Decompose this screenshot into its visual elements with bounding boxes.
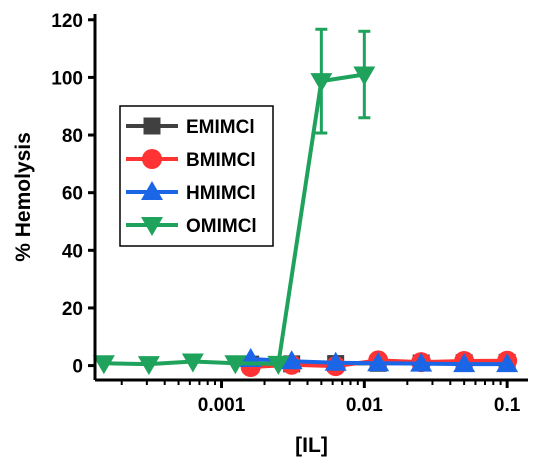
data-point	[410, 352, 433, 372]
legend-marker	[141, 181, 163, 200]
data-point	[92, 355, 115, 375]
data-point	[453, 353, 476, 373]
x-tick-label: 0.01	[346, 395, 383, 416]
data-point	[310, 73, 333, 93]
legend: EMIMCl BMIMCl HMIMCl OMIMCl	[119, 105, 274, 247]
y-tick-label: 20	[62, 299, 83, 320]
data-point	[353, 66, 376, 86]
legend-item-hmimcl: HMIMCl	[126, 181, 256, 204]
legend-marker	[141, 217, 163, 236]
data-point	[267, 355, 290, 375]
legend-label: OMIMCl	[186, 216, 257, 237]
legend-label: BMIMCl	[186, 150, 256, 171]
legend-label: HMIMCl	[186, 183, 256, 204]
legend-item-omimcl: OMIMCl	[126, 216, 257, 237]
x-tick-label: 0.1	[494, 395, 521, 416]
y-tick-label: 60	[62, 184, 83, 205]
x-axis-title: [IL]	[295, 434, 328, 457]
y-tick-label: 40	[62, 241, 83, 262]
data-point	[280, 350, 303, 370]
series-hmimcl	[239, 347, 519, 373]
legend-item-bmimcl: BMIMCl	[126, 149, 256, 171]
legend-item-emimcl: EMIMCl	[126, 117, 255, 138]
y-tick-label: 80	[62, 126, 83, 147]
plot-area	[92, 27, 519, 378]
data-point	[496, 353, 519, 373]
y-tick-label: 120	[51, 11, 83, 32]
y-tick-label: 0	[72, 357, 83, 378]
x-tick-label: 0.001	[198, 395, 246, 416]
legend-marker	[143, 117, 161, 135]
legend-label: EMIMCl	[186, 117, 255, 138]
data-point	[324, 351, 347, 371]
data-point	[181, 353, 204, 373]
data-point	[137, 356, 160, 376]
y-tick-label: 100	[51, 68, 83, 89]
y-axis-title: % Hemolysis	[12, 132, 35, 262]
data-point	[224, 355, 247, 375]
data-point	[367, 352, 390, 372]
legend-marker	[142, 149, 162, 169]
axes: 0 20 40 60 80 100 120 0.001 0.01 0.1 [IL] % Hemolys…	[12, 11, 528, 457]
series-omimcl	[92, 27, 376, 376]
